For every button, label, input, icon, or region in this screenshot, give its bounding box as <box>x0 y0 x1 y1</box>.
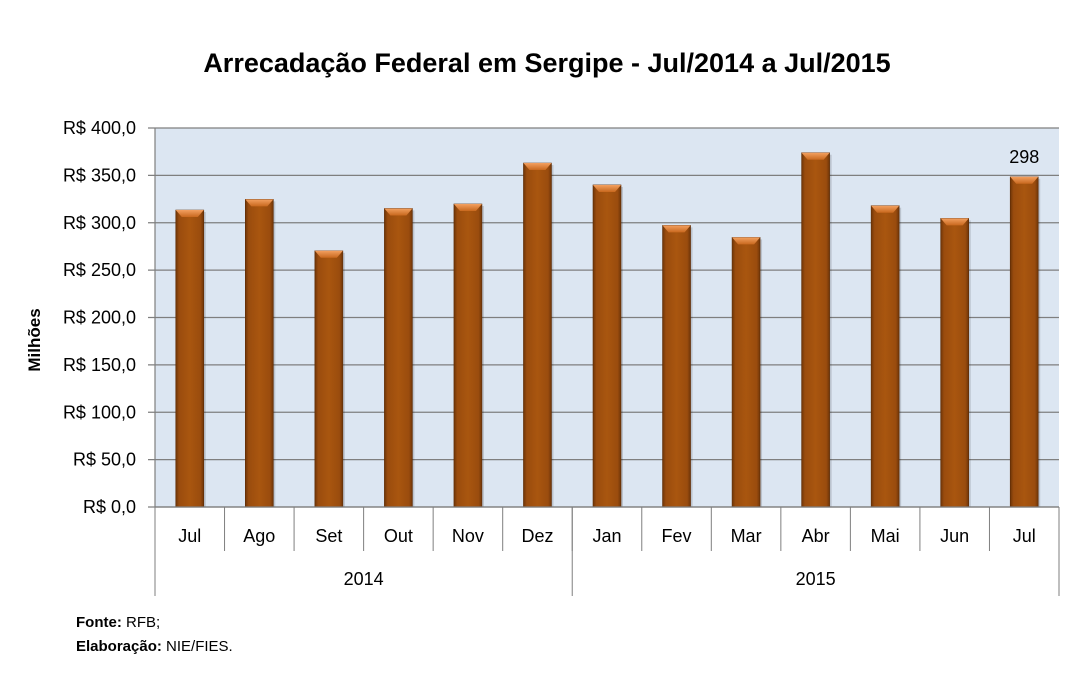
x-tick-label: Nov <box>452 526 484 546</box>
bar <box>245 199 276 508</box>
x-tick-label: Fev <box>662 526 692 546</box>
chart-title: Arrecadação Federal em Sergipe - Jul/201… <box>203 48 890 78</box>
bar <box>314 250 345 508</box>
y-tick-label: R$ 150,0 <box>63 355 136 375</box>
x-tick-label: Jan <box>592 526 621 546</box>
bar <box>870 205 902 508</box>
y-tick-label: R$ 350,0 <box>63 165 136 185</box>
bar <box>523 162 554 508</box>
x-tick-label: Dez <box>521 526 553 546</box>
bar <box>453 203 484 508</box>
y-tick-label: R$ 400,0 <box>63 118 136 138</box>
y-tick-label: R$ 300,0 <box>63 213 136 233</box>
y-tick-label: R$ 100,0 <box>63 402 136 422</box>
x-tick-label: Mai <box>871 526 900 546</box>
footer-elab-label: Elaboração: <box>76 638 162 655</box>
bar <box>175 209 206 508</box>
y-tick-label: R$ 250,0 <box>63 260 136 280</box>
x-tick-label: Set <box>315 526 342 546</box>
x-group-label: 2014 <box>344 569 384 589</box>
y-tick-label: R$ 0,0 <box>83 497 136 517</box>
bar <box>940 218 971 508</box>
y-tick-label: R$ 50,0 <box>73 450 136 470</box>
bar <box>1009 176 1041 508</box>
x-tick-label: Out <box>384 526 413 546</box>
x-group-label: 2015 <box>796 569 836 589</box>
bar <box>592 184 623 508</box>
x-tick-label: Ago <box>243 526 275 546</box>
bar <box>801 152 832 508</box>
bar <box>731 237 763 508</box>
bar <box>384 208 415 508</box>
x-tick-label: Abr <box>802 526 830 546</box>
footer-elab-value: NIE/FIES. <box>166 638 233 655</box>
data-label: 298 <box>1009 147 1039 167</box>
x-tick-label: Jun <box>940 526 969 546</box>
footer-source-value: RFB; <box>126 614 161 631</box>
y-axis-label: Milhões <box>25 308 44 371</box>
y-tick-label: R$ 200,0 <box>63 308 136 328</box>
footer-source: Fonte: RFB; <box>76 614 160 631</box>
footer-elaboration: Elaboração: NIE/FIES. <box>76 638 233 655</box>
x-tick-label: Mar <box>731 526 762 546</box>
x-tick-label: Jul <box>178 526 201 546</box>
footer-source-label: Fonte: <box>76 614 122 631</box>
bar <box>662 225 693 508</box>
x-tick-label: Jul <box>1013 526 1036 546</box>
